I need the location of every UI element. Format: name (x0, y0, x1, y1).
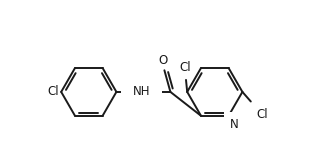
Text: O: O (158, 54, 168, 67)
Text: Cl: Cl (48, 85, 59, 98)
Text: N: N (230, 118, 238, 131)
Text: Cl: Cl (256, 108, 268, 120)
Text: NH: NH (133, 85, 150, 98)
Text: Cl: Cl (179, 61, 191, 74)
